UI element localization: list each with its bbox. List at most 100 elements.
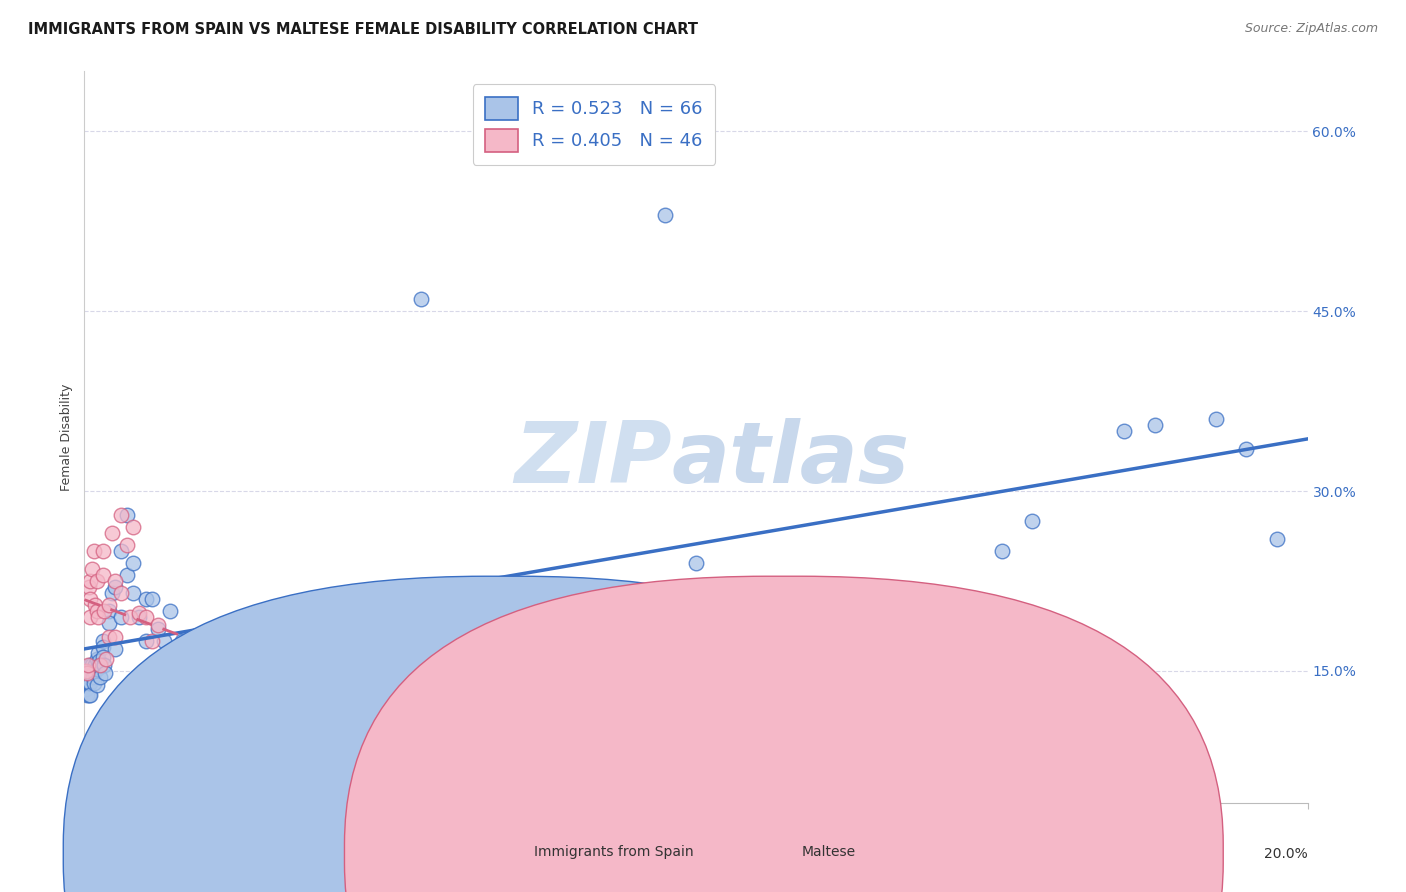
Point [104, 574, 127, 588]
Point [159, 604, 181, 618]
Point [76, 688, 98, 702]
Point [86, 574, 108, 588]
Point [86, 661, 108, 675]
Point [83, 676, 105, 690]
Text: IMMIGRANTS FROM SPAIN VS MALTESE FEMALE DISABILITY CORRELATION CHART: IMMIGRANTS FROM SPAIN VS MALTESE FEMALE … [28, 22, 699, 37]
Text: Source: ZipAtlas.com: Source: ZipAtlas.com [1244, 22, 1378, 36]
Point [165, 649, 187, 664]
Legend: R = 0.523   N = 66, R = 0.405   N = 46: R = 0.523 N = 66, R = 0.405 N = 46 [472, 84, 716, 165]
Text: ZIP: ZIP [513, 417, 672, 500]
Point [97, 615, 120, 630]
Point [101, 586, 124, 600]
Point [77, 657, 100, 672]
Point [76, 676, 98, 690]
Point [153, 652, 176, 666]
Point [83, 664, 105, 678]
Point [991, 544, 1014, 558]
Point [141, 634, 163, 648]
Point [128, 607, 150, 621]
Point [79, 610, 101, 624]
Point [110, 586, 132, 600]
Point [89, 670, 111, 684]
Point [195, 664, 218, 678]
Point [257, 666, 280, 681]
Point [80, 562, 103, 576]
Point [287, 670, 309, 684]
Point [183, 676, 205, 690]
Point [159, 661, 181, 675]
Point [77, 580, 100, 594]
Point [79, 657, 101, 672]
Point [318, 591, 340, 606]
Point [75, 670, 97, 684]
Point [97, 604, 120, 618]
Point [87, 610, 110, 624]
Point [91, 544, 114, 558]
Point [84, 598, 107, 612]
Point [75, 664, 97, 678]
Point [654, 208, 676, 222]
Point [226, 666, 249, 681]
Point [93, 657, 115, 672]
Point [122, 520, 145, 534]
Point [82, 664, 104, 678]
Point [776, 634, 799, 648]
Point [122, 556, 145, 570]
Point [1265, 532, 1288, 546]
Point [79, 591, 101, 606]
Text: Maltese: Maltese [801, 845, 855, 859]
Text: 0.0%: 0.0% [84, 847, 120, 861]
Point [869, 580, 891, 594]
Point [115, 568, 138, 582]
Point [146, 622, 169, 636]
Point [195, 664, 218, 678]
Point [409, 292, 432, 306]
Point [75, 681, 97, 696]
Point [79, 676, 101, 690]
Point [135, 634, 157, 648]
Point [91, 568, 114, 582]
Text: atlas: atlas [672, 417, 910, 500]
Point [685, 556, 707, 570]
Point [87, 654, 110, 668]
Point [172, 634, 194, 648]
Point [104, 642, 127, 657]
Point [153, 634, 176, 648]
Point [77, 676, 100, 690]
Point [97, 630, 120, 644]
Point [97, 598, 120, 612]
Point [1236, 442, 1258, 456]
Point [367, 657, 389, 672]
Point [101, 526, 124, 541]
Point [172, 681, 194, 696]
Point [79, 574, 101, 588]
Point [502, 723, 524, 738]
Point [93, 604, 115, 618]
Point [1143, 418, 1166, 433]
Point [94, 666, 117, 681]
Y-axis label: Female Disability: Female Disability [60, 384, 73, 491]
Point [1114, 424, 1136, 438]
Point [183, 657, 205, 672]
Point [120, 610, 142, 624]
Point [115, 538, 138, 552]
Point [208, 666, 231, 681]
Point [82, 670, 104, 684]
Point [79, 688, 101, 702]
Point [86, 652, 108, 666]
Point [86, 678, 108, 692]
Point [91, 649, 114, 664]
Point [86, 604, 108, 618]
Point [91, 640, 114, 654]
Point [257, 670, 280, 684]
Point [76, 666, 98, 681]
Point [245, 666, 267, 681]
Point [110, 508, 132, 522]
Point [1205, 412, 1227, 426]
Text: Immigrants from Spain: Immigrants from Spain [534, 845, 695, 859]
Point [89, 657, 111, 672]
Text: 20.0%: 20.0% [1264, 847, 1308, 861]
Point [269, 670, 291, 684]
Point [104, 630, 127, 644]
Point [110, 544, 132, 558]
